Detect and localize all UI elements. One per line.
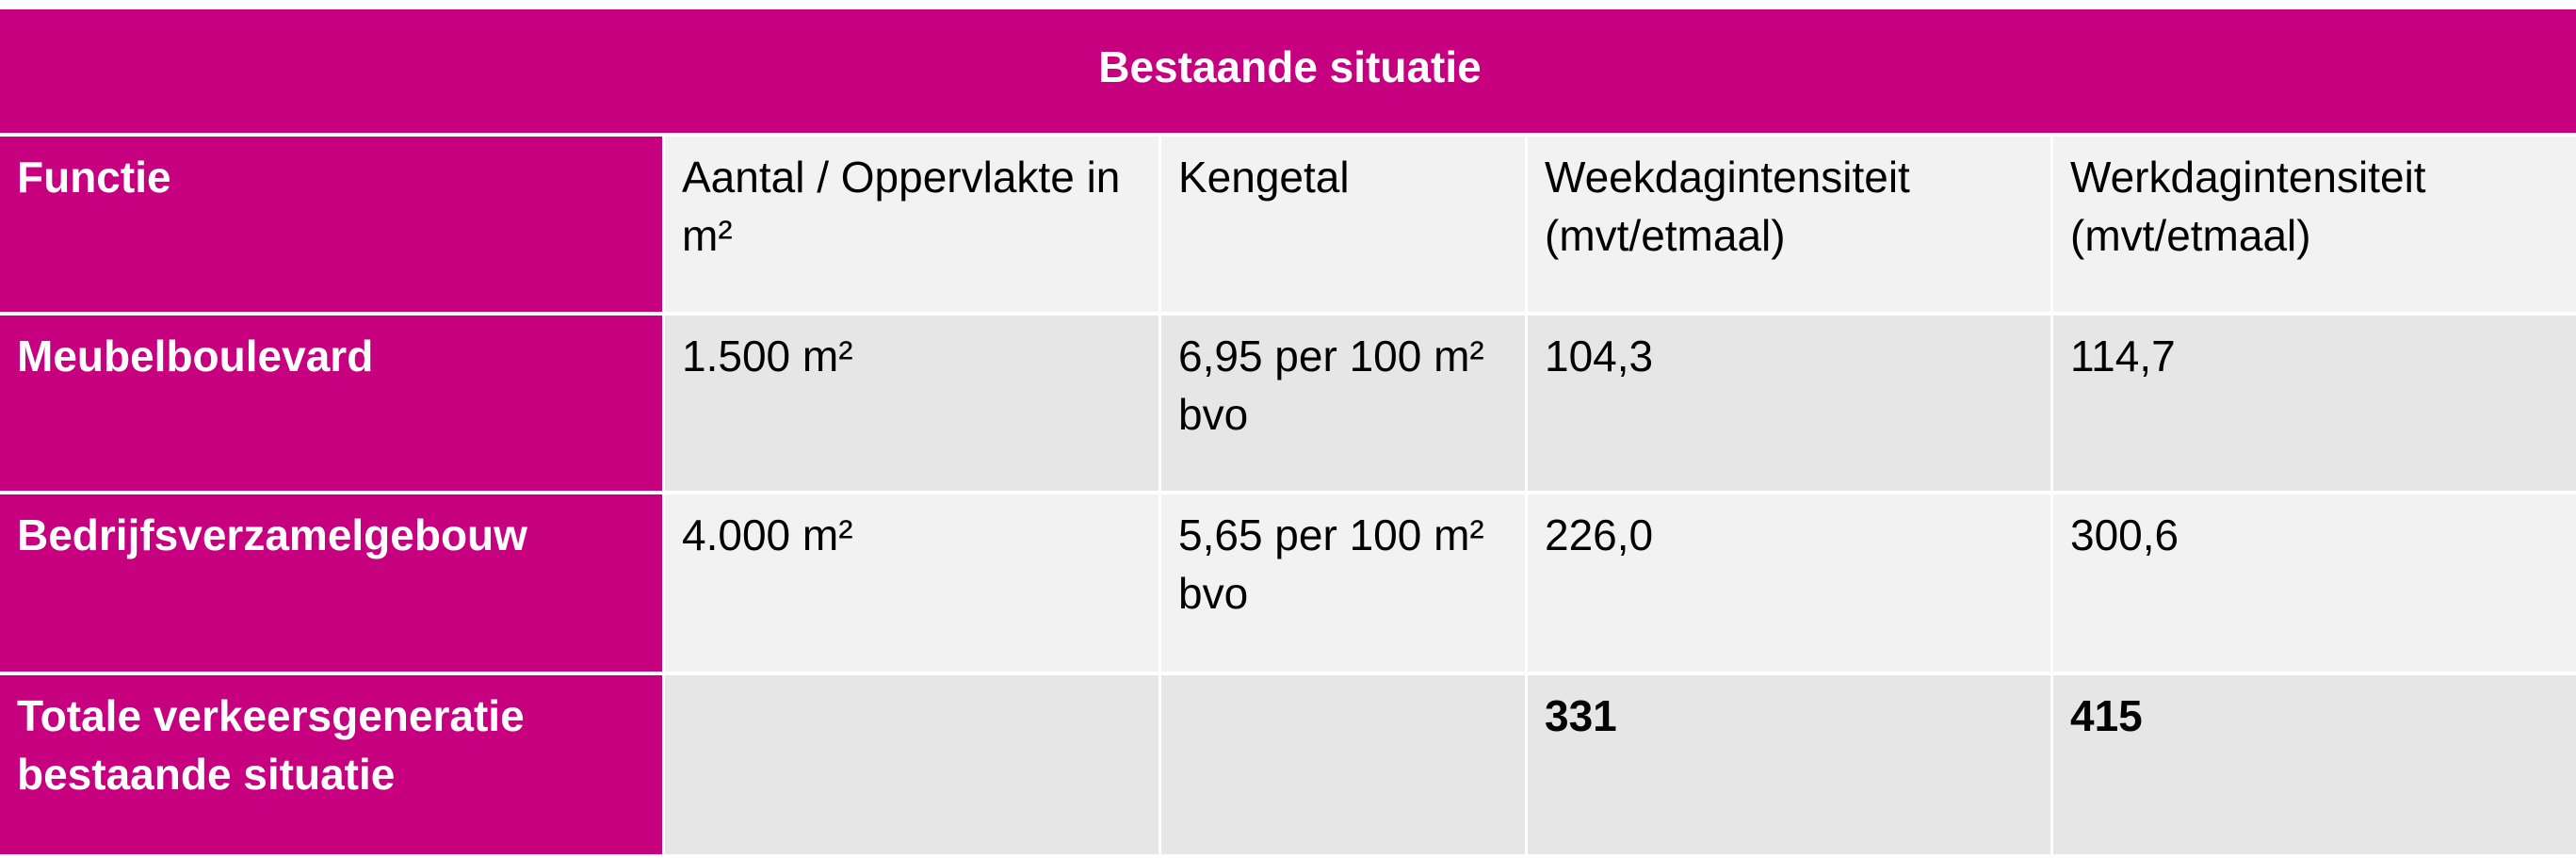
table-cell: 331 <box>1528 675 2050 854</box>
header-cell: Werkdagintensiteit (mvt/etmaal) <box>2053 137 2576 312</box>
table-cell <box>665 675 1158 854</box>
table-cell: 104,3 <box>1528 316 2050 491</box>
row-label: Totale verkeersgeneratie bestaande situa… <box>0 675 662 854</box>
table-cell <box>1161 675 1525 854</box>
table-cell: 114,7 <box>2053 316 2576 491</box>
table-cell: 6,95 per 100 m² bvo <box>1161 316 1525 491</box>
table-cell: 226,0 <box>1528 494 2050 672</box>
header-cell: Kengetal <box>1161 137 1525 312</box>
header-cell: Weekdagintensiteit (mvt/etmaal) <box>1528 137 2050 312</box>
table-cell: 5,65 per 100 m² bvo <box>1161 494 1525 672</box>
table-cell: 1.500 m² <box>665 316 1158 491</box>
row-label: Meubelboulevard <box>0 316 662 491</box>
table-title: Bestaande situatie <box>0 9 2576 133</box>
table-cell: 4.000 m² <box>665 494 1158 672</box>
table-cell: 415 <box>2053 675 2576 854</box>
header-cell: Functie <box>0 137 662 312</box>
row-label: Bedrijfsverzamelgebouw <box>0 494 662 672</box>
table-cell: 300,6 <box>2053 494 2576 672</box>
header-cell: Aantal / Oppervlakte in m² <box>665 137 1158 312</box>
